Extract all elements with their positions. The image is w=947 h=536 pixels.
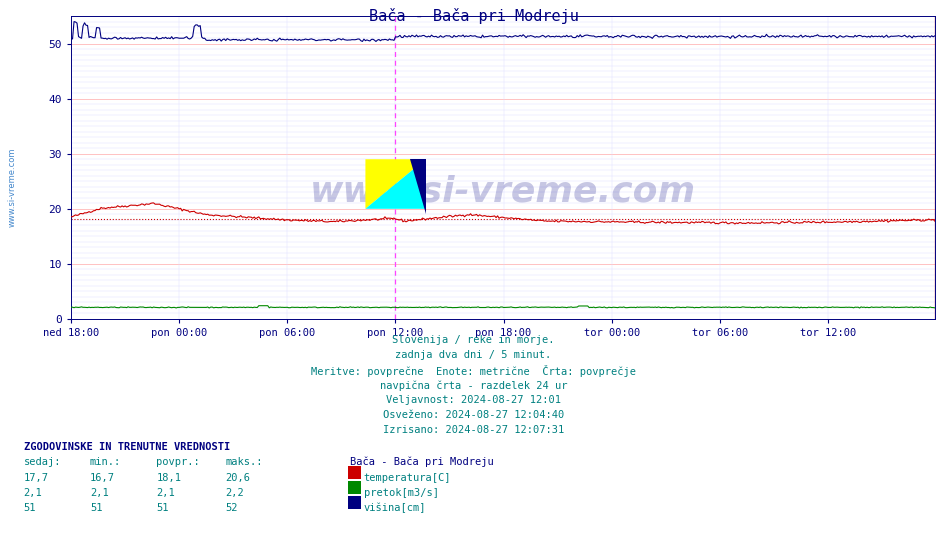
Text: www.si-vreme.com: www.si-vreme.com — [310, 175, 696, 209]
Text: 52: 52 — [225, 503, 238, 513]
Text: 2,1: 2,1 — [90, 488, 109, 498]
Polygon shape — [366, 159, 425, 209]
Text: www.si-vreme.com: www.si-vreme.com — [8, 148, 17, 227]
Text: sedaj:: sedaj: — [24, 457, 62, 467]
Text: 2,1: 2,1 — [24, 488, 43, 498]
Text: 17,7: 17,7 — [24, 473, 48, 483]
Text: 51: 51 — [156, 503, 169, 513]
Text: pretok[m3/s]: pretok[m3/s] — [364, 488, 438, 498]
Text: Meritve: povprečne  Enote: metrične  Črta: povprečje: Meritve: povprečne Enote: metrične Črta:… — [311, 365, 636, 377]
Text: zadnja dva dni / 5 minut.: zadnja dva dni / 5 minut. — [396, 350, 551, 360]
Text: min.:: min.: — [90, 457, 121, 467]
Text: Izrisano: 2024-08-27 12:07:31: Izrisano: 2024-08-27 12:07:31 — [383, 425, 564, 435]
Text: 20,6: 20,6 — [225, 473, 250, 483]
Text: višina[cm]: višina[cm] — [364, 503, 426, 513]
Text: 2,1: 2,1 — [156, 488, 175, 498]
Text: Bača - Bača pri Modreju: Bača - Bača pri Modreju — [350, 457, 494, 467]
Text: 51: 51 — [24, 503, 36, 513]
Text: 16,7: 16,7 — [90, 473, 115, 483]
Text: Osveženo: 2024-08-27 12:04:40: Osveženo: 2024-08-27 12:04:40 — [383, 410, 564, 420]
Text: 18,1: 18,1 — [156, 473, 181, 483]
Text: navpična črta - razdelek 24 ur: navpična črta - razdelek 24 ur — [380, 380, 567, 391]
Text: maks.:: maks.: — [225, 457, 263, 467]
Text: temperatura[C]: temperatura[C] — [364, 473, 451, 483]
Polygon shape — [366, 159, 425, 209]
Text: 51: 51 — [90, 503, 102, 513]
Polygon shape — [410, 159, 425, 214]
Text: 2,2: 2,2 — [225, 488, 244, 498]
Text: ZGODOVINSKE IN TRENUTNE VREDNOSTI: ZGODOVINSKE IN TRENUTNE VREDNOSTI — [24, 442, 230, 452]
Text: Veljavnost: 2024-08-27 12:01: Veljavnost: 2024-08-27 12:01 — [386, 395, 561, 405]
Text: Slovenija / reke in morje.: Slovenija / reke in morje. — [392, 335, 555, 345]
Text: Bača - Bača pri Modreju: Bača - Bača pri Modreju — [368, 8, 579, 24]
Text: povpr.:: povpr.: — [156, 457, 200, 467]
